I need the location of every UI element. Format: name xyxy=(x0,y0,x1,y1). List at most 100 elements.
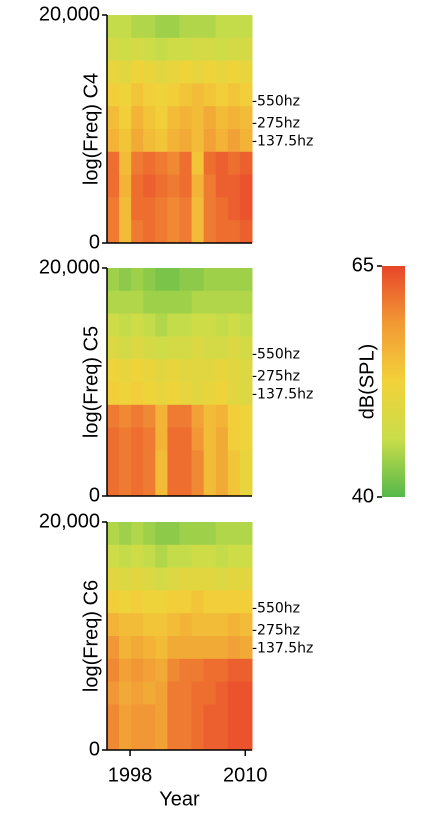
heatmap-cell xyxy=(155,522,168,546)
heatmap-cell xyxy=(179,450,193,474)
heatmap-cell xyxy=(143,681,156,705)
heatmap-cell xyxy=(143,268,156,292)
heatmap-cell xyxy=(191,450,205,474)
heatmap-cell xyxy=(215,220,229,244)
heatmap-cell xyxy=(203,544,217,569)
heatmap-cell xyxy=(107,268,120,292)
colorbar xyxy=(382,266,405,497)
heatmap-cell xyxy=(215,382,229,406)
heatmap-cell xyxy=(107,681,120,705)
heatmap-cell xyxy=(107,197,120,221)
heatmap-cell xyxy=(143,613,156,637)
heatmap-cell xyxy=(131,197,144,221)
heatmap-cell xyxy=(119,197,132,221)
heatmap-cell xyxy=(107,174,120,198)
heatmap-cell xyxy=(203,174,217,198)
heatmap-cell xyxy=(119,473,132,497)
heatmap-cell xyxy=(131,544,144,569)
heatmap-cell xyxy=(143,197,156,221)
heatmap-cell xyxy=(227,83,241,107)
frequency-annotation: -275hz xyxy=(252,368,300,384)
heatmap-cell xyxy=(131,336,144,360)
heatmap-cell xyxy=(131,567,144,591)
heatmap-cell xyxy=(191,522,205,546)
heatmap-cell xyxy=(131,658,144,683)
heatmap-cell xyxy=(143,404,156,429)
heatmap-cell xyxy=(227,359,241,383)
y-axis-label: log(Freq) C6 xyxy=(80,580,102,692)
heatmap-cell xyxy=(203,590,217,614)
heatmap-cell xyxy=(215,522,229,546)
frequency-annotation: -550hz xyxy=(252,94,300,110)
heatmap-cell xyxy=(167,106,180,130)
heatmap-cell xyxy=(143,544,156,569)
heatmap-cell xyxy=(227,544,241,569)
heatmap-cell xyxy=(179,174,193,198)
heatmap-cell xyxy=(203,268,217,292)
heatmap-cell xyxy=(215,567,229,591)
heatmap-cell xyxy=(107,60,120,84)
heatmap-cell xyxy=(215,129,229,153)
heatmap-cell xyxy=(227,15,241,39)
heatmap-cell xyxy=(143,473,156,497)
heatmap-cell xyxy=(227,590,241,614)
heatmap-cell xyxy=(179,473,193,497)
heatmap-cell xyxy=(167,658,180,683)
heatmap-cell xyxy=(239,704,253,728)
heatmap-cell xyxy=(119,613,132,637)
heatmap-cell xyxy=(191,681,205,705)
heatmap-cell xyxy=(167,83,180,107)
heatmap-cell xyxy=(215,658,229,683)
heatmap-cell xyxy=(167,359,180,383)
heatmap-cell xyxy=(239,404,253,429)
heatmap-cell xyxy=(227,681,241,705)
heatmap-cell xyxy=(143,290,156,315)
heatmap-cell xyxy=(155,727,168,751)
heatmap-cell xyxy=(143,129,156,153)
heatmap-cell xyxy=(107,336,120,360)
heatmap-cell xyxy=(143,359,156,383)
heatmap-cell xyxy=(215,37,229,62)
heatmap-cell xyxy=(167,590,180,614)
heatmap-cell xyxy=(191,83,205,107)
heatmap-cell xyxy=(131,129,144,153)
heatmap-cell xyxy=(119,15,132,39)
heatmap-cell xyxy=(155,220,168,244)
heatmap-cell xyxy=(107,290,120,315)
heatmap-cell xyxy=(215,174,229,198)
heatmap-cell xyxy=(131,359,144,383)
y-tick-label: 0 xyxy=(89,231,100,253)
heatmap-cell xyxy=(179,636,193,660)
heatmap-cell xyxy=(203,567,217,591)
heatmap-cell xyxy=(131,590,144,614)
heatmap-cell xyxy=(167,197,180,221)
heatmap-cell xyxy=(239,83,253,107)
heatmap-cell xyxy=(191,313,205,337)
heatmap-cell xyxy=(107,15,120,39)
heatmap-cell xyxy=(191,174,205,198)
heatmap-cell xyxy=(227,427,241,451)
heatmap-cell xyxy=(179,83,193,107)
heatmap-cell xyxy=(227,473,241,497)
heatmap-cell xyxy=(239,359,253,383)
heatmap-cell xyxy=(143,15,156,39)
heatmap-cell xyxy=(155,427,168,451)
heatmap-cell xyxy=(203,15,217,39)
heatmap-cell xyxy=(227,727,241,751)
heatmap-cell xyxy=(239,129,253,153)
heatmap-cell xyxy=(227,290,241,315)
heatmap-cell xyxy=(239,268,253,292)
colorbar-label: dB(SPL) xyxy=(356,344,378,420)
heatmap-cell xyxy=(107,658,120,683)
heatmap-cell xyxy=(239,151,253,176)
heatmap-cell xyxy=(203,336,217,360)
heatmap-cell xyxy=(107,590,120,614)
heatmap-cell xyxy=(155,681,168,705)
heatmap-cell xyxy=(191,37,205,62)
heatmap-cell xyxy=(119,290,132,315)
heatmap-cell xyxy=(167,681,180,705)
heatmap-cell xyxy=(107,151,120,176)
heatmap-cell xyxy=(155,613,168,637)
heatmap-cell xyxy=(155,450,168,474)
